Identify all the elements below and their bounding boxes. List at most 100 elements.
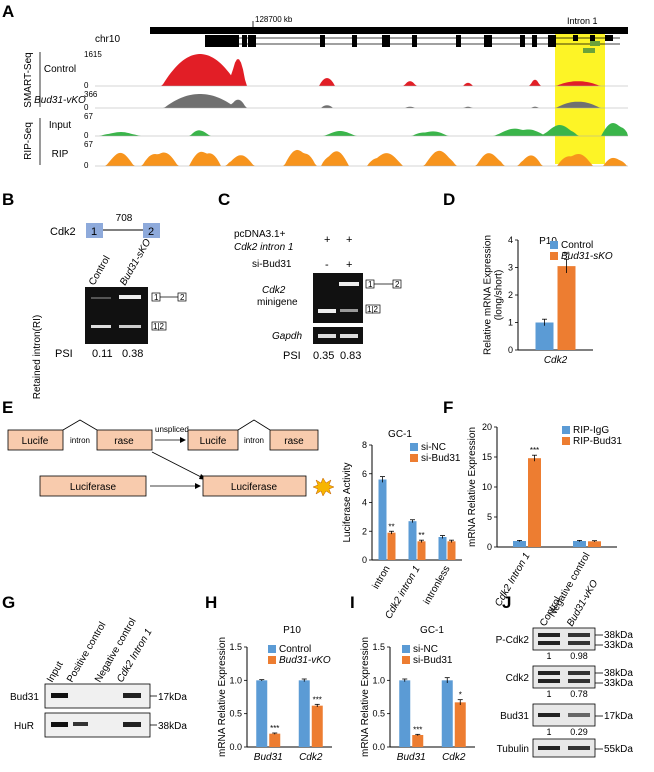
y-tick-label: 1.0	[372, 675, 385, 685]
chart-f: 0 5 10 15 20 mRNA Relative Expression Cdk2 Int…	[467, 422, 622, 619]
minigene-label: Cdk2	[262, 285, 286, 296]
panel-a: A Intron 1 chr10 128700 kb Control16150B…	[2, 2, 628, 170]
panel-b-letter: B	[2, 190, 14, 209]
lane-label-control: Control	[87, 254, 113, 287]
category-label: Cdk2	[299, 752, 323, 763]
svg-text:1|2: 1|2	[367, 305, 379, 314]
lane-label-sko: Bud31-sKO	[118, 237, 153, 287]
y-tick-label: 6	[362, 469, 367, 479]
legend-label: si-Bud31	[413, 655, 453, 666]
legend-swatch	[402, 656, 410, 664]
panel-a-letter: A	[2, 2, 14, 21]
chart-title: P10	[539, 236, 557, 247]
unspliced-label: unspliced	[155, 425, 189, 434]
category-label: Cdk2	[442, 752, 466, 763]
y-tick-label: 0.0	[229, 742, 242, 752]
track-name-0: Control	[44, 64, 76, 75]
chart-title: GC-1	[420, 625, 444, 636]
y-tick-label: 5	[487, 512, 492, 522]
track-min-1: 0	[84, 103, 89, 112]
kda-label: 33kDa	[604, 678, 633, 689]
blot-row	[532, 703, 596, 727]
significance-mark: ***	[270, 724, 279, 733]
y-axis-label: (long/short)	[494, 270, 505, 321]
y-tick-label: 4	[508, 235, 513, 245]
bar	[573, 541, 586, 547]
significance-mark: **	[388, 522, 394, 531]
legend-label: RIP-Bud31	[573, 436, 622, 447]
y-tick-label: 0.5	[372, 709, 385, 719]
svg-text:1: 1	[91, 226, 97, 238]
chart-d: 0 1 2 3 4 Relative mRNA Expression (long/short…	[483, 235, 613, 366]
bar	[399, 680, 411, 747]
panel-e-letter: E	[2, 398, 13, 417]
y-tick-label: 0.5	[229, 709, 242, 719]
intron-length: 708	[116, 213, 133, 224]
track-max-2: 67	[84, 112, 93, 121]
legend-label: Bud31-sKO	[561, 251, 613, 262]
bar	[447, 541, 456, 560]
svg-text:rase: rase	[284, 436, 304, 447]
svg-text:Lucife: Lucife	[200, 436, 227, 447]
category-label: Cdk2 Intron 1	[493, 551, 533, 609]
track-name-1: Bud31-vKO	[34, 95, 86, 106]
bar	[557, 266, 576, 350]
svg-text:38kDa: 38kDa	[158, 721, 187, 732]
category-label: intronless	[422, 564, 453, 607]
y-tick-label: 0	[362, 555, 367, 565]
kda-label: 17kDa	[604, 711, 633, 722]
track-area-2	[95, 123, 628, 136]
significance-mark: ***	[413, 725, 422, 734]
chart-title: P10	[283, 625, 301, 636]
bar	[378, 479, 387, 560]
exon-1	[86, 223, 103, 238]
blot-row	[532, 665, 596, 689]
y-axis-label: mRNA Relative Expression	[217, 637, 228, 757]
legend-label: si-Bud31	[421, 453, 461, 464]
box-lucife	[7, 429, 64, 451]
psi-label-c: PSI	[283, 350, 301, 362]
intron-highlight	[555, 28, 605, 164]
legend-label: Bud31-vKO	[279, 655, 331, 666]
svg-text:intron: intron	[244, 436, 264, 445]
category-label: Bud31	[397, 752, 426, 763]
track-max-1: 366	[84, 90, 98, 99]
scale-label: 128700 kb	[255, 15, 293, 24]
panel-b: B Cdk2 1 2 708 Control Bud31-sKO Retaine…	[2, 190, 187, 399]
bar	[412, 735, 424, 747]
band-spliced	[91, 325, 111, 328]
kda-label: 38kDa	[604, 630, 633, 641]
legend-label: si-NC	[413, 644, 438, 655]
y-axis-label: mRNA Relative Expression	[467, 427, 478, 547]
legend-label: Control	[561, 240, 593, 251]
bar	[513, 541, 526, 547]
y-tick-label: 20	[482, 422, 492, 432]
bar	[528, 458, 541, 547]
panel-c-letter: C	[218, 190, 230, 209]
bar	[269, 733, 281, 747]
blot-j-row-name: Cdk2	[506, 673, 530, 684]
category-label: intron	[371, 564, 393, 591]
smart-seq-label: SMART-Seq	[23, 52, 34, 107]
psi-value-c-1: 0.35	[313, 350, 334, 362]
lane-g-1: Input	[45, 660, 66, 685]
y-tick-label: 2	[362, 526, 367, 536]
gel-c-gapdh	[313, 327, 363, 344]
y-axis-label: mRNA Relative Expression	[360, 637, 371, 757]
y-tick-label: 1.0	[229, 675, 242, 685]
panel-j-letter: J	[502, 593, 511, 612]
bar	[535, 322, 554, 350]
y-tick-label: 0	[487, 542, 492, 552]
svg-text:1: 1	[368, 280, 373, 289]
chrom-label: chr10	[95, 34, 120, 45]
svg-text:intron: intron	[70, 436, 90, 445]
svg-text:Luciferase: Luciferase	[231, 482, 278, 493]
y-tick-label: 4	[362, 498, 367, 508]
bar	[256, 680, 268, 747]
legend-swatch	[562, 437, 570, 445]
legend-swatch	[402, 645, 410, 653]
